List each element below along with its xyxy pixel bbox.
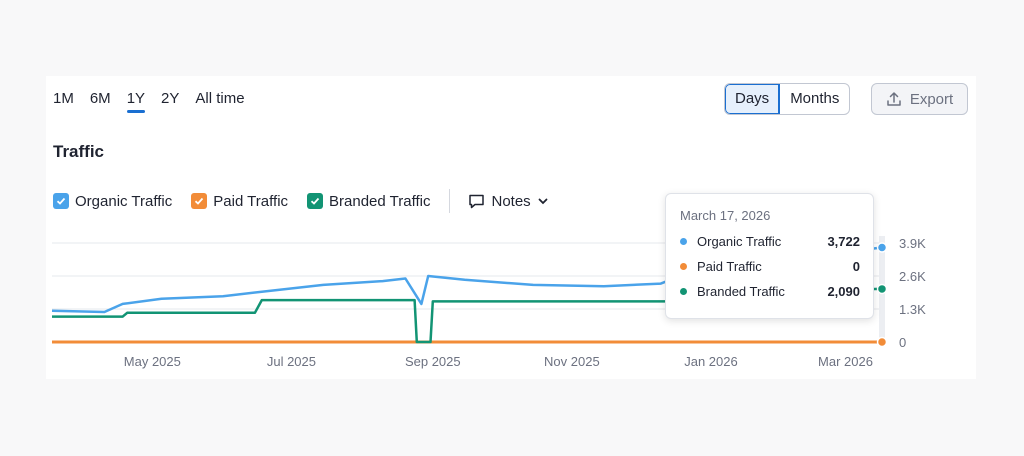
series-point [876,242,888,253]
chevron-down-icon [538,198,548,205]
series-point [876,283,888,295]
legend-branded-traffic[interactable]: Branded Traffic [307,193,430,210]
range-2y[interactable]: 2Y [161,90,180,107]
legend-label: Organic Traffic [75,192,173,210]
tooltip-value: 0 [852,259,860,274]
granularity-toggle: Days Months [724,83,851,115]
legend-organic-traffic[interactable]: Organic Traffic [53,193,172,210]
range-1y[interactable]: 1Y [119,89,153,113]
y-tick-label: 3.9K [899,236,926,251]
x-tick-label: Nov 2025 [544,354,600,369]
legend-paid-traffic[interactable]: Paid Traffic [191,193,288,210]
x-tick-label: Jan 2026 [684,354,738,369]
x-tick-label: Mar 2026 [818,354,873,369]
series-point [876,336,888,348]
tooltip-row-organic: Organic Traffic 3,722 [680,234,860,249]
upload-icon [887,92,901,106]
tooltip-value: 2,090 [827,284,860,299]
comment-icon [469,194,485,208]
tooltip-label: Paid Traffic [697,259,762,274]
range-all-time[interactable]: All time [195,90,245,107]
traffic-card: 1M 6M 1Y 2Y All time Days Months Export … [46,76,976,379]
checkbox-icon [53,193,69,209]
x-tick-label: May 2025 [124,354,181,369]
export-button[interactable]: Export [871,83,968,115]
y-tick-label: 0 [899,335,906,350]
legend: Organic Traffic Paid Traffic Branded Tra… [53,189,549,213]
tooltip-label: Branded Traffic [697,284,785,299]
section-title: Traffic [53,142,105,161]
range-6m[interactable]: 6M [89,90,111,107]
tooltip-label: Organic Traffic [697,234,782,249]
series-dot [680,263,687,270]
y-tick-label: 1.3K [899,302,926,317]
date-range-tabs: 1M 6M 1Y 2Y All time [53,89,253,113]
export-label: Export [909,90,954,108]
checkbox-icon [307,193,324,209]
range-1m[interactable]: 1M [53,90,74,107]
series-dot [680,238,687,245]
chart-tooltip: March 17, 2026 Organic Traffic 3,722 Pai… [665,193,874,319]
tooltip-date: March 17, 2026 [680,208,771,223]
months-button[interactable]: Months [790,90,840,107]
legend-label: Paid Traffic [213,192,289,210]
notes-dropdown[interactable]: Notes [468,193,548,210]
tooltip-row-paid: Paid Traffic 0 [680,259,860,274]
y-tick-label: 2.6K [899,269,926,284]
checkbox-icon [191,193,208,209]
tooltip-value: 3,722 [827,234,860,249]
x-tick-label: Sep 2025 [405,354,461,369]
legend-divider [449,189,451,213]
notes-label: Notes [491,192,531,210]
series-dot [680,288,687,295]
tooltip-row-branded: Branded Traffic 2,090 [680,284,860,299]
legend-label: Branded Traffic [329,192,431,210]
days-button[interactable]: Days [725,84,781,114]
x-tick-label: Jul 2025 [267,354,316,369]
